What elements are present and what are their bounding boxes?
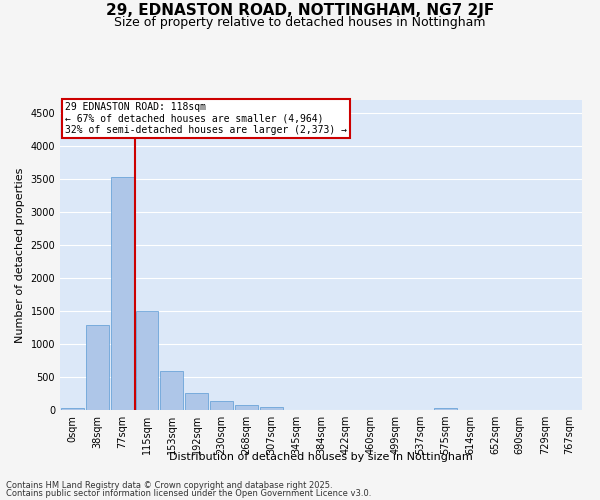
Text: Contains HM Land Registry data © Crown copyright and database right 2025.: Contains HM Land Registry data © Crown c… xyxy=(6,481,332,490)
Bar xyxy=(160,371,183,410)
Bar xyxy=(86,325,109,410)
Bar xyxy=(260,408,283,410)
Bar xyxy=(111,177,134,410)
Bar xyxy=(434,408,457,410)
Text: Distribution of detached houses by size in Nottingham: Distribution of detached houses by size … xyxy=(169,452,473,462)
Text: Size of property relative to detached houses in Nottingham: Size of property relative to detached ho… xyxy=(114,16,486,29)
Bar xyxy=(61,408,84,410)
Text: 29 EDNASTON ROAD: 118sqm
← 67% of detached houses are smaller (4,964)
32% of sem: 29 EDNASTON ROAD: 118sqm ← 67% of detach… xyxy=(65,102,347,134)
Text: Contains public sector information licensed under the Open Government Licence v3: Contains public sector information licen… xyxy=(6,489,371,498)
Y-axis label: Number of detached properties: Number of detached properties xyxy=(15,168,25,342)
Bar xyxy=(210,401,233,410)
Bar xyxy=(185,392,208,410)
Bar xyxy=(136,311,158,410)
Bar xyxy=(235,404,258,410)
Text: 29, EDNASTON ROAD, NOTTINGHAM, NG7 2JF: 29, EDNASTON ROAD, NOTTINGHAM, NG7 2JF xyxy=(106,2,494,18)
